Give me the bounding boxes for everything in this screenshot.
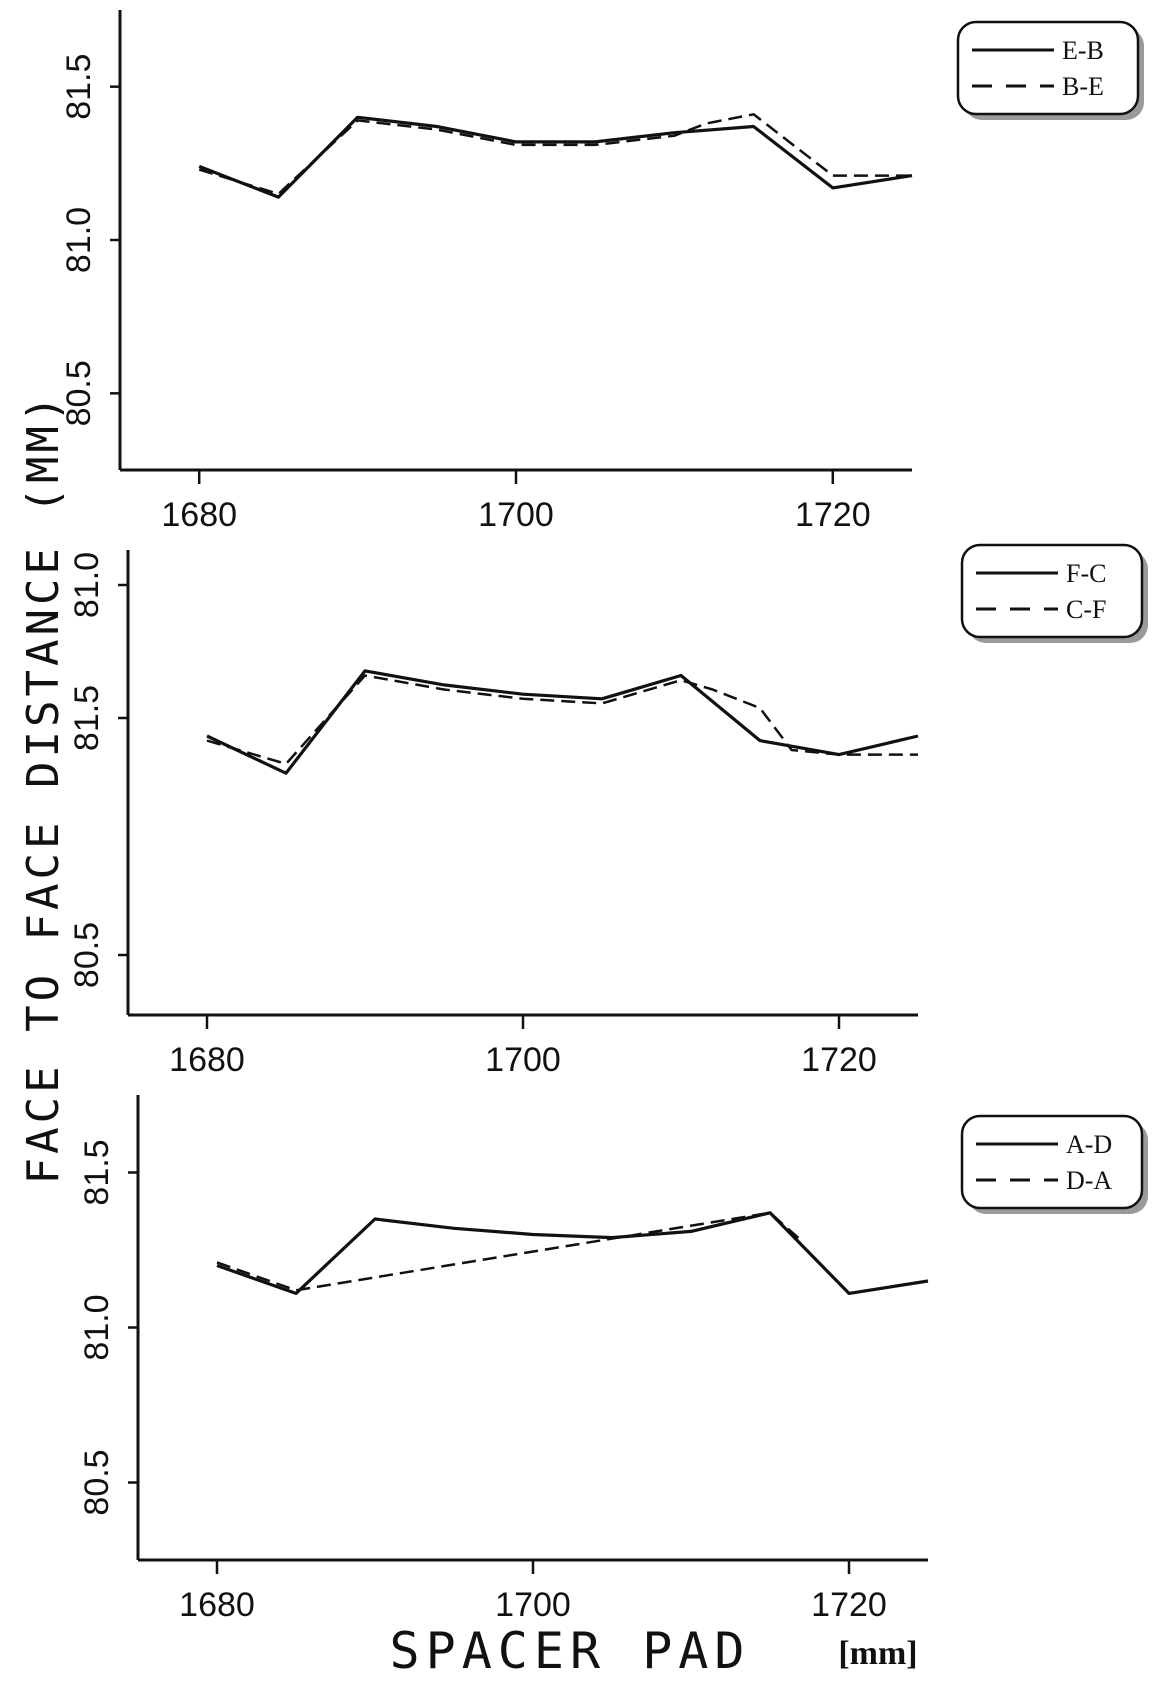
x-tick-label: 1680	[169, 1041, 245, 1079]
y-tick-label: 80.5	[68, 922, 106, 988]
x-tick-label: 1680	[179, 1586, 255, 1624]
legend-box	[960, 543, 1144, 639]
x-tick-label: 1700	[495, 1586, 571, 1624]
series-line-a-d	[216, 1211, 929, 1295]
x-tick-label: 1700	[485, 1041, 561, 1079]
legend-label: B-E	[1062, 72, 1104, 101]
figure-xunit: [mm]	[838, 1635, 917, 1672]
legend: E-B B-E	[956, 20, 1144, 120]
y-tick-label: 80.5	[78, 1449, 116, 1515]
x-tick-label: 1720	[795, 496, 871, 534]
x-tick-label: 1720	[811, 1586, 887, 1624]
legend-label: F-C	[1066, 559, 1106, 588]
legend-label: C-F	[1066, 595, 1106, 624]
legend: F-C C-F	[960, 543, 1148, 643]
chart-panel-bottom: 1680 1700 1720 80.5 81.0 81.5 A-D D-A	[78, 1095, 1148, 1624]
y-tick-label: 81.0	[68, 552, 106, 618]
series-line-f-c	[206, 669, 919, 775]
chart-panel-top: 1680 1700 1720 80.5 81.0 81.5 E-B B-E	[60, 10, 1144, 534]
y-tick-label: 81.5	[68, 685, 106, 751]
y-tick-label: 81.0	[60, 207, 98, 273]
y-tick-label: 81.0	[78, 1294, 116, 1360]
series-line-d-a	[216, 1211, 803, 1292]
legend-label: D-A	[1066, 1166, 1112, 1195]
legend-label: E-B	[1062, 36, 1104, 65]
legend: A-D D-A	[960, 1114, 1148, 1214]
x-tick-label: 1720	[801, 1041, 877, 1079]
chart-panel-middle: 1680 1700 1720 80.5 81.5 81.0 F-C C-F	[68, 543, 1148, 1079]
series-line-e-b	[198, 115, 913, 199]
y-tick-label: 81.5	[78, 1139, 116, 1205]
series-line-b-e	[198, 113, 912, 196]
y-tick-label: 80.5	[60, 360, 98, 426]
legend-label: A-D	[1066, 1130, 1112, 1159]
x-tick-label: 1700	[478, 496, 554, 534]
figure-xlabel: SPACER PAD	[389, 1622, 750, 1680]
series-line-c-f	[206, 674, 918, 766]
legend-box	[956, 20, 1140, 116]
x-tick-label: 1680	[161, 496, 237, 534]
y-tick-label: 81.5	[60, 54, 98, 120]
legend-box	[960, 1114, 1144, 1210]
figure-ylabel: FACE TO FACE DISTANCE (MM)	[18, 392, 69, 1185]
